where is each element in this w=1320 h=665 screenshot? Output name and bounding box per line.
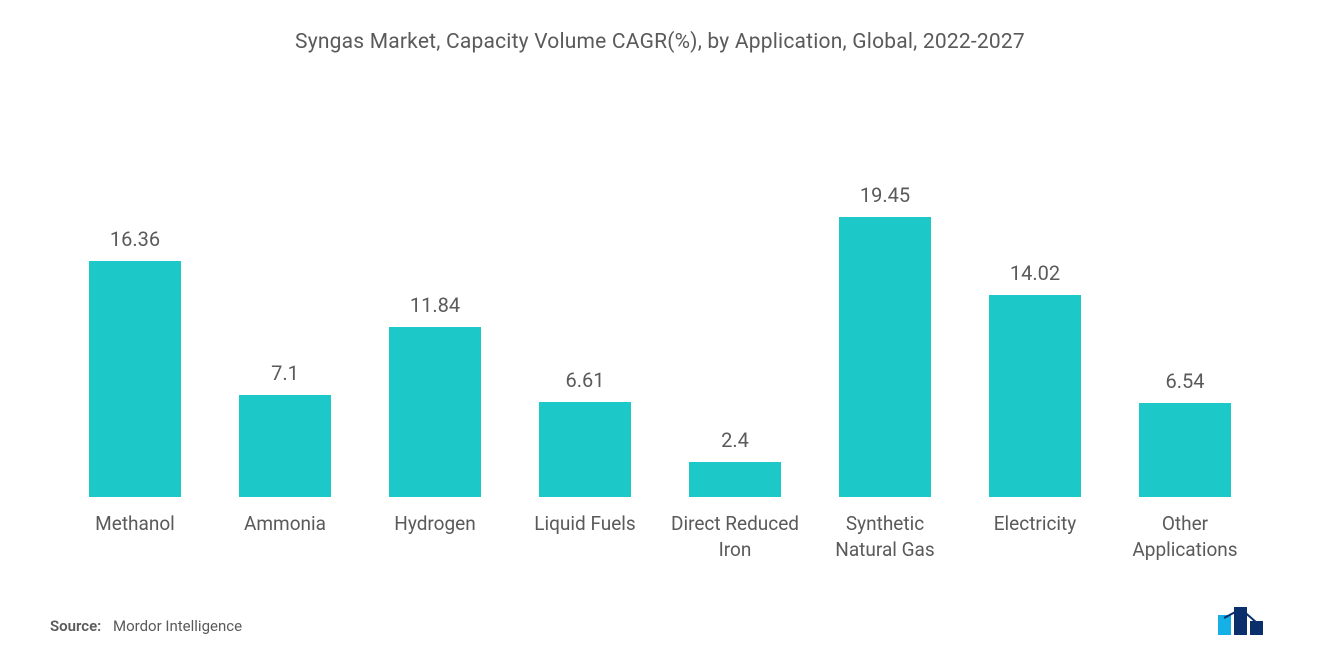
x-axis-label: Liquid Fuels [516, 511, 654, 591]
bar-group: 19.45 [816, 183, 954, 497]
chart-footer: Source: Mordor Intelligence [50, 601, 1270, 635]
bar [989, 295, 1081, 497]
x-axis: MethanolAmmoniaHydrogenLiquid FuelsDirec… [50, 511, 1270, 591]
x-axis-label: Direct Reduced Iron [666, 511, 804, 591]
x-axis-label: Electricity [966, 511, 1104, 591]
bar-group: 14.02 [966, 261, 1104, 497]
x-axis-label: Hydrogen [366, 511, 504, 591]
bar-group: 6.54 [1116, 369, 1254, 497]
source-line: Source: Mordor Intelligence [50, 617, 242, 635]
source-label: Source: [50, 617, 101, 635]
bar [1139, 403, 1231, 497]
bar [839, 217, 931, 497]
x-axis-label: Methanol [66, 511, 204, 591]
bar-value-label: 11.84 [410, 293, 460, 317]
bar-group: 11.84 [366, 293, 504, 497]
chart-container: Syngas Market, Capacity Volume CAGR(%), … [0, 0, 1320, 665]
bar-group: 16.36 [66, 227, 204, 497]
bar [89, 261, 181, 497]
bar [689, 462, 781, 497]
bar-value-label: 14.02 [1010, 261, 1060, 285]
bar [389, 327, 481, 497]
bar-value-label: 2.4 [721, 428, 749, 452]
bar-value-label: 6.54 [1166, 369, 1205, 393]
bar-group: 7.1 [216, 361, 354, 497]
brand-logo-icon [1216, 601, 1270, 635]
bar-value-label: 6.61 [566, 368, 605, 392]
x-axis-label: Ammonia [216, 511, 354, 591]
bar [539, 402, 631, 497]
bar-value-label: 7.1 [271, 361, 299, 385]
bar-group: 2.4 [666, 428, 804, 497]
bar-value-label: 19.45 [860, 183, 910, 207]
x-axis-label: Synthetic Natural Gas [816, 511, 954, 591]
bar-group: 6.61 [516, 368, 654, 497]
source-text: Mordor Intelligence [113, 617, 242, 635]
x-axis-label: Other Applications [1116, 511, 1254, 591]
bar-value-label: 16.36 [110, 227, 160, 251]
bar [239, 395, 331, 497]
plot-area: 16.36 7.1 11.84 6.61 2.4 19.45 14.02 6.54 [50, 124, 1270, 497]
chart-title: Syngas Market, Capacity Volume CAGR(%), … [50, 30, 1270, 54]
